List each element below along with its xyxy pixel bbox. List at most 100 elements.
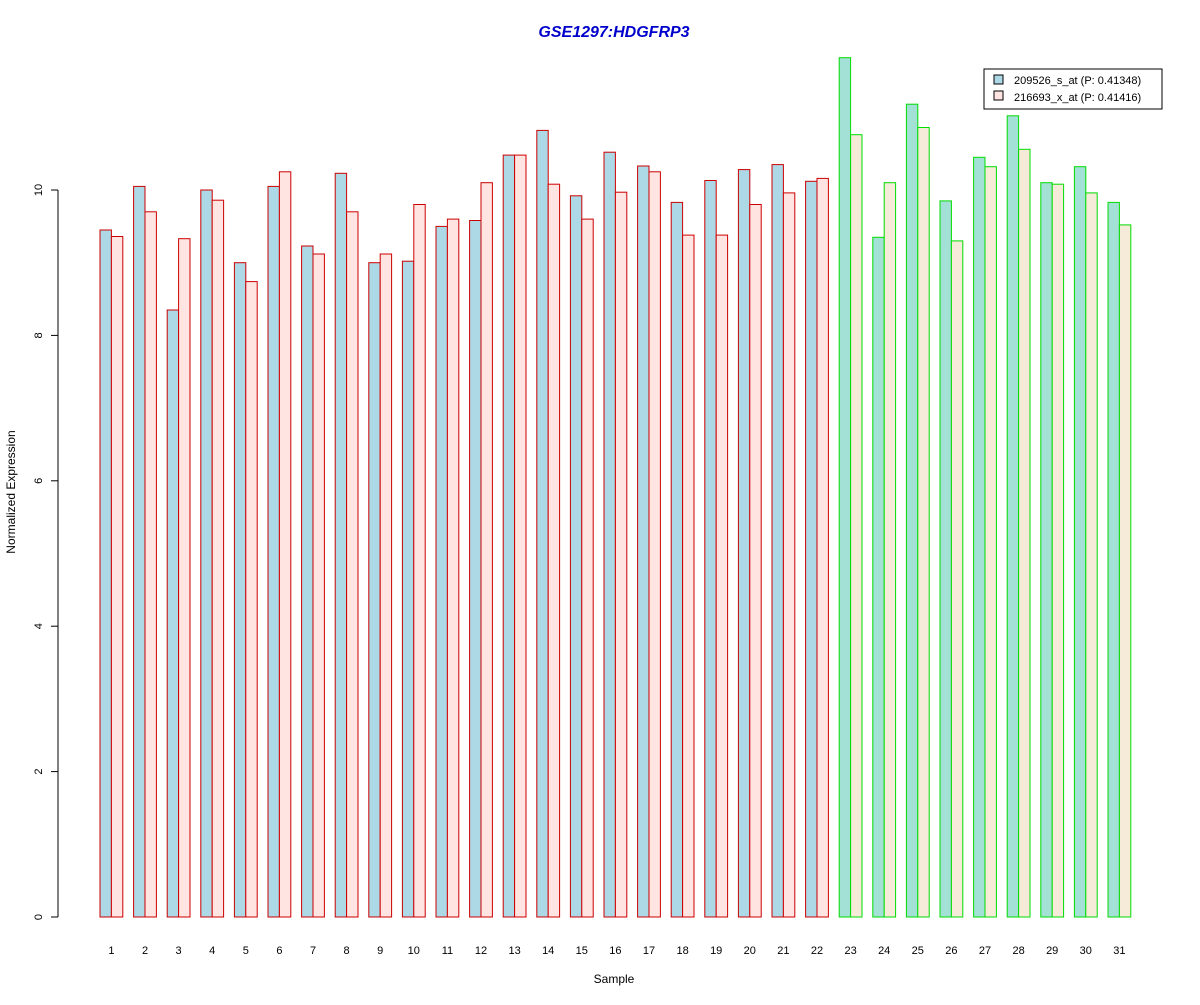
- bar-sample-3-series-1: [166, 309, 180, 918]
- bar-sample-15-series-2: [581, 218, 594, 918]
- bar-sample-10-series-1: [401, 260, 415, 918]
- x-tick-label: 30: [1080, 945, 1092, 957]
- bar-sample-25-series-1: [905, 103, 919, 918]
- bar-sample-14-series-2: [547, 183, 561, 918]
- bar-sample-20-series-2: [749, 204, 762, 918]
- bar-sample-18-series-1: [670, 201, 684, 918]
- x-tick-label: 14: [542, 945, 554, 957]
- bar-sample-26-series-2: [950, 240, 964, 918]
- bar-sample-1-series-2: [110, 236, 124, 918]
- bar-sample-21-series-1: [771, 164, 784, 918]
- bar-sample-31-series-1: [1107, 201, 1120, 918]
- x-tick-label: 15: [576, 945, 588, 957]
- bar-sample-4-series-1: [200, 189, 213, 918]
- bar-sample-16-series-2: [614, 191, 628, 918]
- bar-sample-30-series-1: [1073, 166, 1087, 918]
- y-tick-label: 10: [33, 184, 45, 196]
- x-tick-label: 6: [276, 945, 282, 957]
- bar-sample-31-series-2: [1118, 224, 1132, 918]
- bar-sample-9-series-2: [379, 253, 393, 918]
- bar-sample-23-series-1: [838, 57, 852, 918]
- bar-sample-26-series-1: [939, 200, 952, 918]
- x-tick-label: 1: [108, 945, 114, 957]
- bar-sample-7-series-2: [312, 253, 325, 918]
- legend: 209526_s_at (P: 0.41348) 216693_x_at (P:…: [983, 68, 1163, 110]
- bar-sample-29-series-1: [1040, 182, 1053, 918]
- legend-label-series-1: 209526_s_at (P: 0.41348): [1014, 75, 1141, 87]
- bar-sample-10-series-2: [413, 204, 426, 918]
- bar-sample-6-series-1: [267, 185, 280, 918]
- x-tick-labels: 1 2 3 4 5 6 7 8 9 10 11 12 13 14 15 16 17 18 19 20 21 22 23 24 2…: [108, 945, 1125, 957]
- bar-sample-8-series-1: [334, 172, 348, 918]
- x-tick-label: 22: [811, 945, 823, 957]
- bar-sample-28-series-2: [1018, 148, 1031, 918]
- y-tick-label: 6: [33, 478, 45, 484]
- bar-sample-22-series-2: [816, 177, 829, 918]
- y-tick-label: 0: [33, 914, 45, 920]
- bar-sample-2-series-2: [144, 211, 157, 918]
- legend-box: [983, 68, 1163, 110]
- x-tick-label: 4: [209, 945, 215, 957]
- x-tick-label: 12: [475, 945, 487, 957]
- bar-sample-24-series-2: [883, 182, 897, 918]
- bar-sample-30-series-2: [1085, 192, 1098, 918]
- x-tick-label: 17: [643, 945, 655, 957]
- x-tick-label: 27: [979, 945, 991, 957]
- x-tick-label: 11: [442, 945, 453, 957]
- bar-sample-24-series-1: [872, 236, 885, 918]
- x-tick-label: 10: [408, 945, 420, 957]
- bar-sample-29-series-2: [1051, 183, 1065, 918]
- bar-sample-3-series-2: [178, 238, 191, 918]
- bar-sample-15-series-1: [569, 195, 583, 918]
- bar-sample-9-series-1: [368, 262, 381, 918]
- bar-sample-22-series-1: [805, 180, 818, 918]
- legend-swatch-series-2: [993, 90, 1004, 101]
- x-tick-label: 3: [176, 945, 182, 957]
- bar-sample-5-series-1: [233, 262, 247, 918]
- bar-sample-19-series-1: [704, 180, 717, 918]
- x-tick-label: 18: [676, 945, 688, 957]
- bar-sample-6-series-2: [278, 171, 292, 918]
- bar-sample-11-series-2: [446, 218, 460, 918]
- bar-sample-28-series-1: [1006, 115, 1020, 918]
- x-tick-label: 29: [1046, 945, 1058, 957]
- bar-sample-4-series-2: [211, 199, 225, 918]
- x-tick-label: 19: [710, 945, 722, 957]
- x-tick-label: 20: [744, 945, 756, 957]
- bar-sample-23-series-2: [850, 134, 863, 918]
- bar-sample-16-series-1: [603, 151, 616, 918]
- x-tick-label: 7: [310, 945, 316, 957]
- x-tick-label: 2: [142, 945, 148, 957]
- x-tick-label: 13: [508, 945, 520, 957]
- bar-sample-13-series-1: [502, 154, 516, 918]
- legend-label-series-2: 216693_x_at (P: 0.41416): [1014, 92, 1141, 104]
- x-tick-label: 21: [777, 945, 789, 957]
- bar-sample-27-series-1: [973, 156, 986, 918]
- legend-swatch-series-1: [993, 74, 1004, 85]
- bar-sample-1-series-1: [99, 229, 112, 918]
- bar-sample-7-series-1: [301, 245, 314, 918]
- bar-sample-2-series-1: [133, 185, 146, 918]
- y-axis-title: Normalized Expression: [4, 430, 18, 553]
- x-tick-label: 8: [344, 945, 350, 957]
- x-tick-label: 31: [1113, 945, 1125, 957]
- bar-sample-19-series-2: [715, 234, 729, 918]
- bar-sample-11-series-1: [435, 225, 448, 918]
- bar-sample-18-series-2: [682, 234, 695, 918]
- y-tick-label: 8: [33, 332, 45, 338]
- bar-sample-20-series-1: [737, 169, 751, 918]
- x-tick-label: 23: [844, 945, 856, 957]
- x-tick-label: 5: [243, 945, 249, 957]
- bar-sample-5-series-2: [245, 281, 258, 918]
- x-tick-label: 26: [945, 945, 957, 957]
- x-tick-label: 24: [878, 945, 890, 957]
- x-tick-label: 16: [609, 945, 621, 957]
- y-tick-label: 4: [33, 623, 45, 629]
- bar-sample-21-series-2: [782, 192, 796, 918]
- bar-sample-12-series-1: [469, 220, 482, 918]
- bar-sample-17-series-1: [637, 165, 650, 918]
- bars-group: [99, 57, 1132, 918]
- y-tick-label: 2: [33, 769, 45, 775]
